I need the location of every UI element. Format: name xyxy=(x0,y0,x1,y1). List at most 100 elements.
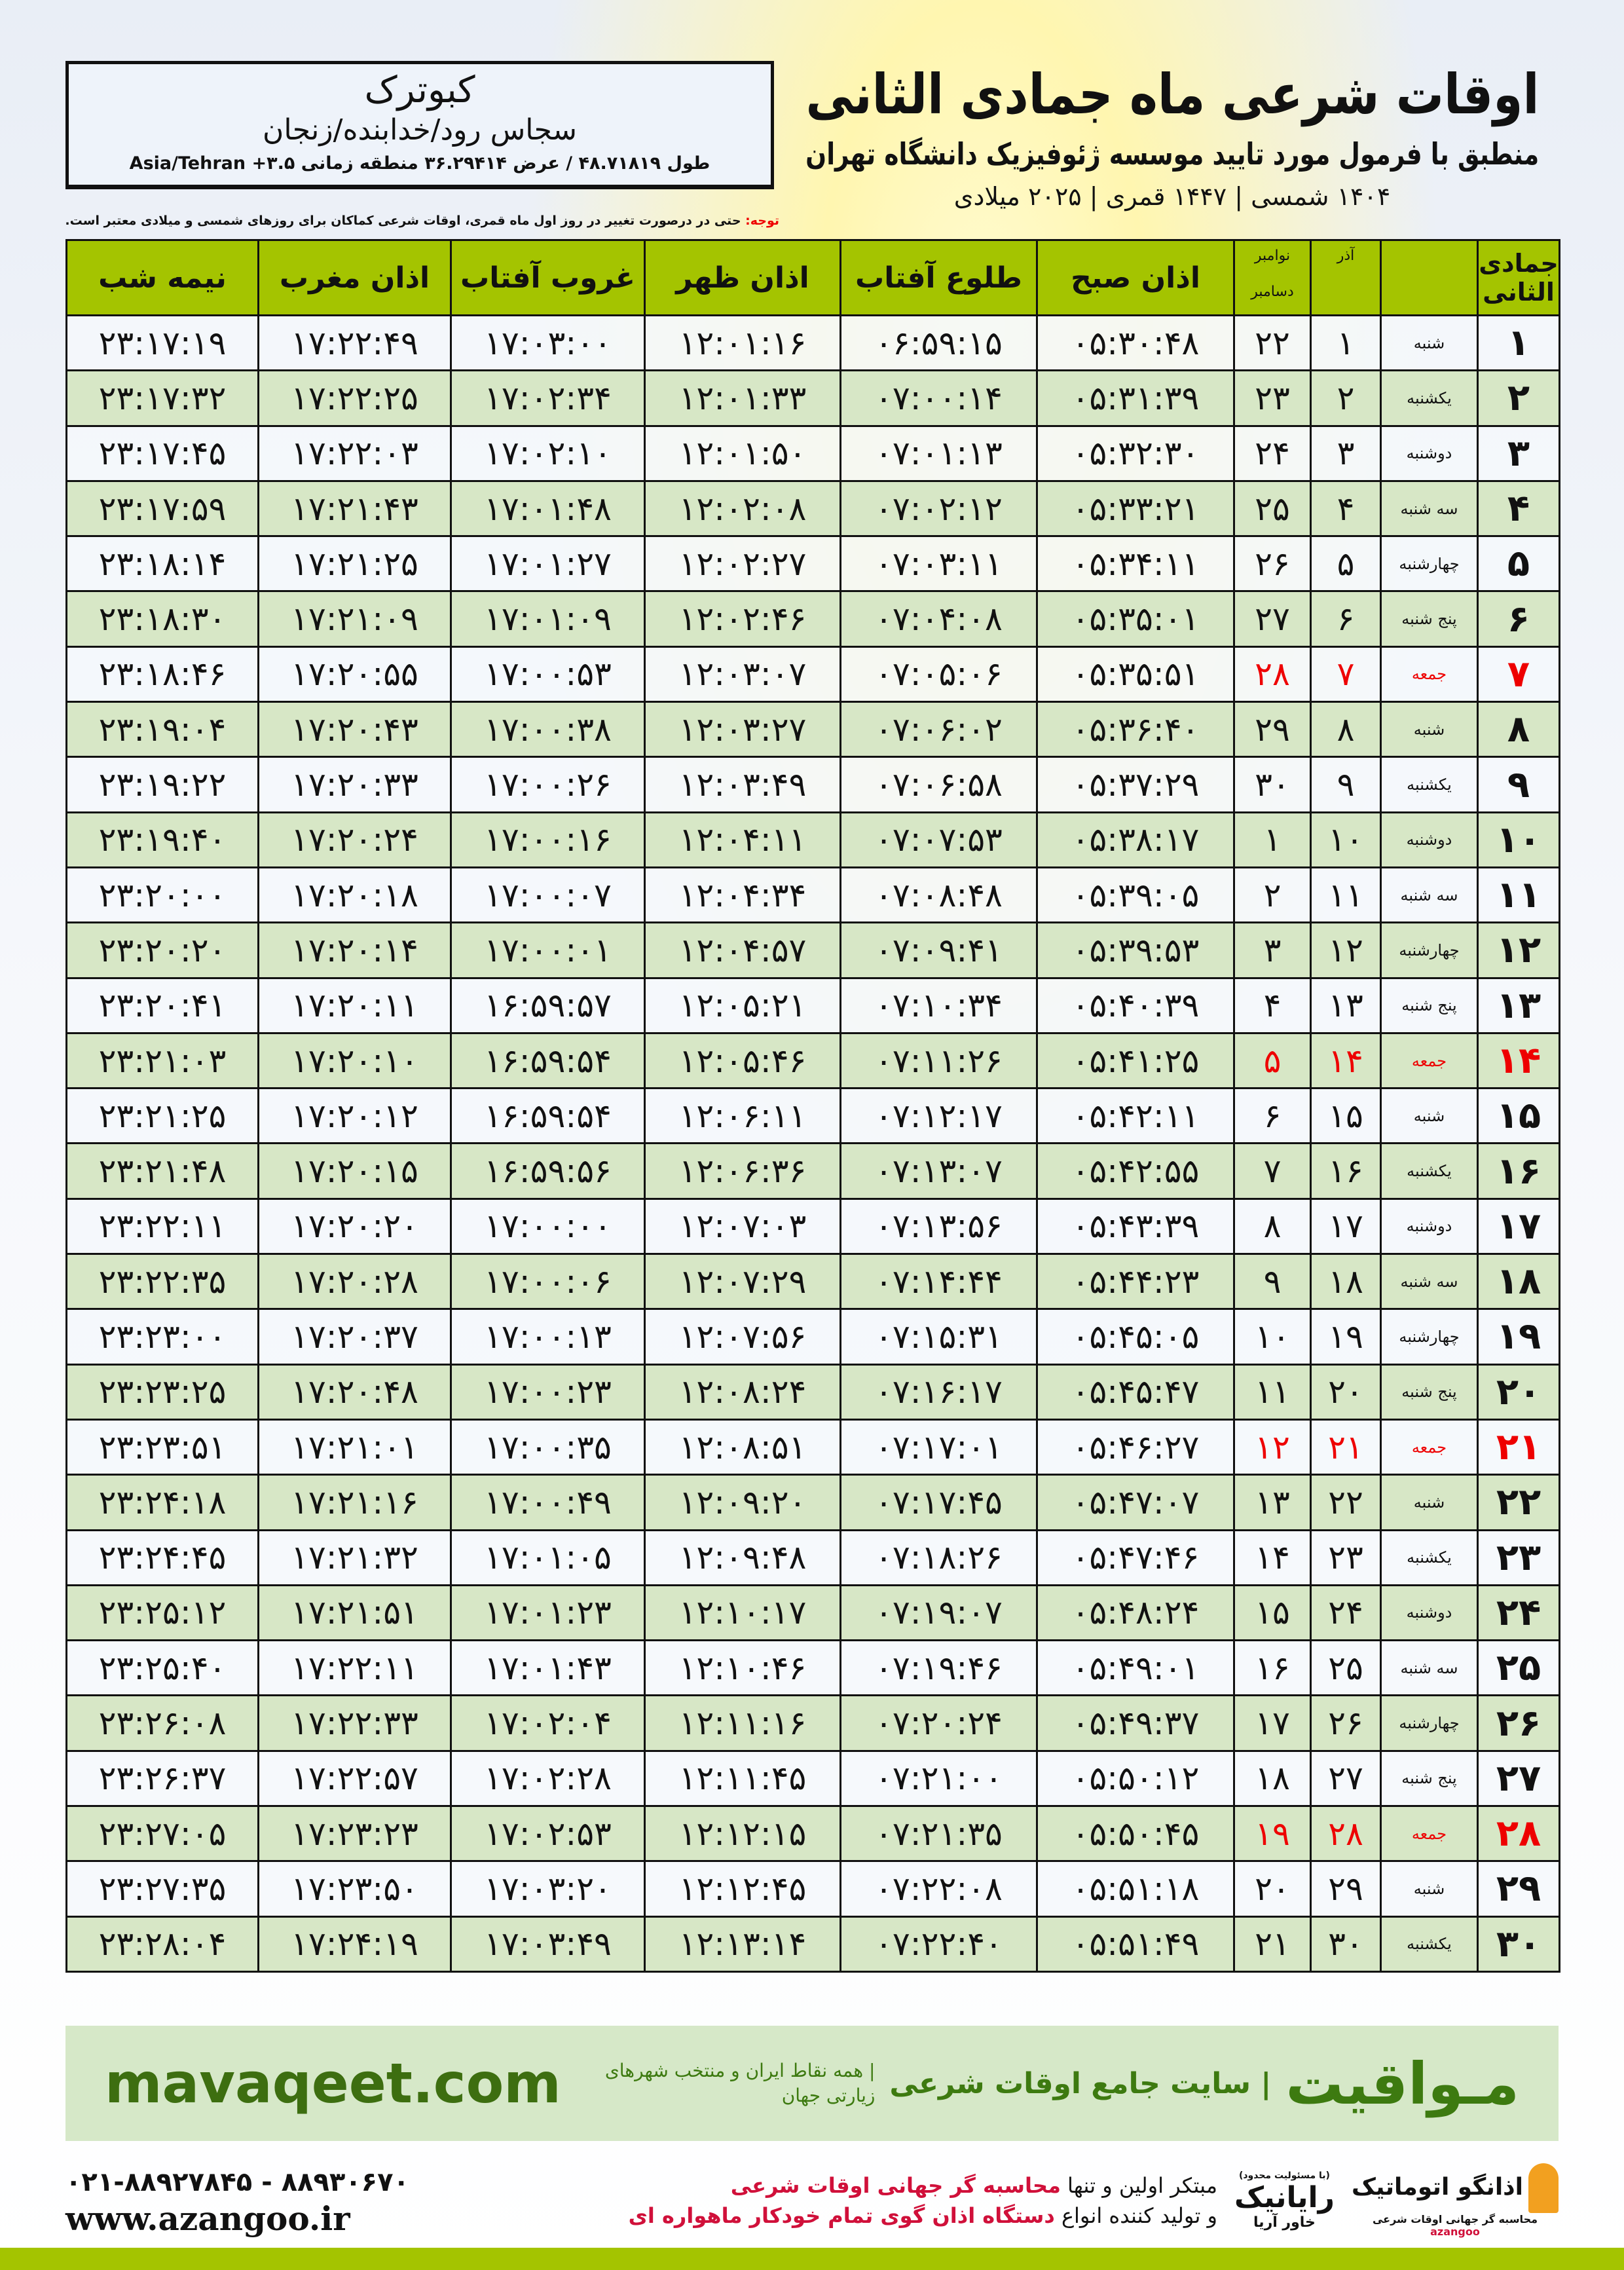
table-row: ۱۵ شنبه ۱۵ ۶ ۰۵:۴۲:۱۱ ۰۷:۱۲:۱۷ ۱۲:۰۶:۱۱ ۱۶:۵۹:۵… xyxy=(65,1087,1560,1145)
maghrib-time: ۱۷:۲۳:۲۳ xyxy=(257,1805,452,1863)
sunrise-time: ۰۷:۰۵:۰۶ xyxy=(840,645,1038,703)
fajr-time: ۰۵:۳۹:۰۵ xyxy=(1036,866,1235,924)
azar-day: ۳ xyxy=(1310,424,1382,482)
table-row: ۴ سه شنبه ۴ ۲۵ ۰۵:۳۳:۲۱ ۰۷:۰۲:۱۲ ۱۲:۰۲:۰۸ ۱۷:۰۱… xyxy=(65,479,1560,538)
dhuhr-time: ۱۲:۱۱:۴۵ xyxy=(644,1749,841,1808)
dhuhr-time: ۱۲:۰۹:۴۸ xyxy=(644,1529,841,1586)
table-row: ۲۳ یکشنبه ۲۳ ۱۴ ۰۵:۴۷:۴۶ ۰۷:۱۸:۲۶ ۱۲:۰۹:۴۸ ۱۷:۰… xyxy=(65,1529,1560,1586)
sunset-time: ۱۷:۰۰:۳۸ xyxy=(450,701,646,758)
dhuhr-time: ۱۲:۱۰:۱۷ xyxy=(644,1584,841,1642)
azar-day: ۱۷ xyxy=(1310,1197,1382,1256)
midnight-time: ۲۳:۲۳:۵۱ xyxy=(65,1418,259,1476)
hijri-day: ۱۴ xyxy=(1477,1032,1560,1090)
footer-slogan: مبتکر اولین و تنها محاسبه گر جهانی اوقات… xyxy=(426,2170,1217,2231)
sunrise-time: ۰۷:۱۳:۵۶ xyxy=(840,1197,1038,1256)
weekday: شنبه xyxy=(1380,1474,1479,1531)
sunset-time: ۱۶:۵۹:۵۴ xyxy=(450,1087,646,1145)
dhuhr-time: ۱۲:۰۱:۱۶ xyxy=(644,314,841,372)
weekday: جمعه xyxy=(1380,645,1479,703)
header-november: نوامبر xyxy=(1254,248,1291,264)
dhuhr-time: ۱۲:۰۸:۲۴ xyxy=(644,1363,841,1421)
weekday: پنج شنبه xyxy=(1380,1363,1479,1421)
maghrib-time: ۱۷:۲۲:۴۹ xyxy=(257,314,452,372)
hijri-day: ۲۷ xyxy=(1477,1749,1560,1808)
year-line-box: ۱۴۰۴ شمسی | ۱۴۴۷ قمری | ۲۰۲۵ میلادی xyxy=(805,182,1539,211)
sunrise-time: ۰۷:۱۱:۲۶ xyxy=(840,1032,1038,1090)
maghrib-time: ۱۷:۲۰:۱۵ xyxy=(257,1142,452,1200)
dhuhr-time: ۱۲:۱۲:۱۵ xyxy=(644,1805,841,1863)
midnight-time: ۲۳:۲۴:۴۵ xyxy=(65,1529,259,1586)
table-row: ۱۶ یکشنبه ۱۶ ۷ ۰۵:۴۲:۵۵ ۰۷:۱۳:۰۷ ۱۲:۰۶:۳۶ ۱۶:۵۹… xyxy=(65,1142,1560,1200)
greg-day: ۲۲ xyxy=(1233,314,1312,372)
weekday: یکشنبه xyxy=(1380,756,1479,813)
sunset-time: ۱۷:۰۱:۰۹ xyxy=(450,590,646,648)
sunrise-time: ۰۷:۲۲:۰۸ xyxy=(840,1860,1038,1918)
sunrise-time: ۰۷:۱۷:۴۵ xyxy=(840,1474,1038,1531)
hijri-day: ۶ xyxy=(1477,590,1560,648)
hijri-day: ۱۶ xyxy=(1477,1142,1560,1200)
azar-day: ۱۴ xyxy=(1310,1032,1382,1090)
fajr-time: ۰۵:۴۵:۴۷ xyxy=(1036,1363,1235,1421)
midnight-time: ۲۳:۱۷:۵۹ xyxy=(65,479,259,538)
maghrib-time: ۱۷:۲۱:۰۹ xyxy=(257,590,452,648)
azangoo-sub: محاسبه گر جهانی اوقات شرعی xyxy=(1372,2213,1538,2225)
table-row: ۶ پنج شنبه ۶ ۲۷ ۰۵:۳۵:۰۱ ۰۷:۰۴:۰۸ ۱۲:۰۲:۴۶ ۱۷:۰… xyxy=(65,590,1560,648)
header-weekday xyxy=(1380,239,1479,316)
midnight-time: ۲۳:۲۲:۱۱ xyxy=(65,1197,259,1256)
maghrib-time: ۱۷:۲۰:۳۷ xyxy=(257,1308,452,1366)
weekday: شنبه xyxy=(1380,1087,1479,1145)
weekday: یکشنبه xyxy=(1380,1915,1479,1973)
mavaqeet-banner: مـواقیت | سایت جامع اوقات شرعی | همه نقا… xyxy=(65,2026,1559,2141)
sunrise-time: ۰۷:۱۳:۰۷ xyxy=(840,1142,1038,1200)
hijri-day: ۲۶ xyxy=(1477,1694,1560,1752)
greg-day: ۹ xyxy=(1233,1253,1312,1311)
greg-day: ۱۱ xyxy=(1233,1363,1312,1421)
dhuhr-time: ۱۲:۰۳:۲۷ xyxy=(644,701,841,758)
midnight-time: ۲۳:۱۹:۲۲ xyxy=(65,756,259,813)
sunrise-time: ۰۷:۲۲:۴۰ xyxy=(840,1915,1038,1973)
dhuhr-time: ۱۲:۱۱:۱۶ xyxy=(644,1694,841,1752)
azar-day: ۲۶ xyxy=(1310,1694,1382,1752)
weekday: یکشنبه xyxy=(1380,1142,1479,1200)
brand-tagline: | سایت جامع اوقات شرعی xyxy=(889,2066,1272,2100)
website-link[interactable]: www.azangoo.ir xyxy=(65,2199,350,2238)
sunrise-time: ۰۷:۱۲:۱۷ xyxy=(840,1087,1038,1145)
greg-day: ۱۳ xyxy=(1233,1474,1312,1531)
maghrib-time: ۱۷:۲۰:۳۳ xyxy=(257,756,452,813)
dhuhr-time: ۱۲:۰۴:۵۷ xyxy=(644,921,841,979)
sunrise-time: ۰۷:۰۶:۵۸ xyxy=(840,756,1038,813)
rayanik-logo: (با مسئولیت محدود) رایانیک خاور آریا xyxy=(1234,2170,1335,2231)
table-row: ۲ یکشنبه ۲ ۲۳ ۰۵:۳۱:۳۹ ۰۷:۰۰:۱۴ ۱۲:۰۱:۳۳ ۱۷:۰۲:… xyxy=(65,369,1560,427)
header-sunset: غروب آفتاب xyxy=(450,239,646,316)
sunrise-time: ۰۷:۰۹:۴۱ xyxy=(840,921,1038,979)
midnight-time: ۲۳:۱۷:۱۹ xyxy=(65,314,259,372)
sunset-time: ۱۷:۰۱:۴۸ xyxy=(450,479,646,538)
midnight-time: ۲۳:۱۹:۰۴ xyxy=(65,701,259,758)
maghrib-time: ۱۷:۲۱:۵۱ xyxy=(257,1584,452,1642)
dhuhr-time: ۱۲:۰۶:۱۱ xyxy=(644,1087,841,1145)
table-row: ۸ شنبه ۸ ۲۹ ۰۵:۳۶:۴۰ ۰۷:۰۶:۰۲ ۱۲:۰۳:۲۷ ۱۷:۰۰:۳۸… xyxy=(65,701,1560,758)
fajr-time: ۰۵:۳۸:۱۷ xyxy=(1036,811,1235,868)
dhuhr-time: ۱۲:۰۶:۳۶ xyxy=(644,1142,841,1200)
greg-day: ۵ xyxy=(1233,1032,1312,1090)
maghrib-time: ۱۷:۲۰:۱۱ xyxy=(257,977,452,1034)
table-row: ۹ یکشنبه ۹ ۳۰ ۰۵:۳۷:۲۹ ۰۷:۰۶:۵۸ ۱۲:۰۳:۴۹ ۱۷:۰۰:… xyxy=(65,756,1560,813)
azar-day: ۱۰ xyxy=(1310,811,1382,868)
year-line: ۱۴۰۴ شمسی | ۱۴۴۷ قمری | ۲۰۲۵ میلادی xyxy=(953,182,1391,211)
fajr-time: ۰۵:۳۲:۳۰ xyxy=(1036,424,1235,482)
dhuhr-time: ۱۲:۰۱:۳۳ xyxy=(644,369,841,427)
azar-day: ۳۰ xyxy=(1310,1915,1382,1973)
greg-day: ۱۹ xyxy=(1233,1805,1312,1863)
dhuhr-time: ۱۲:۰۷:۲۹ xyxy=(644,1253,841,1311)
maghrib-time: ۱۷:۲۰:۲۴ xyxy=(257,811,452,868)
hijri-day: ۱۷ xyxy=(1477,1197,1560,1256)
dhuhr-time: ۱۲:۰۳:۴۹ xyxy=(644,756,841,813)
hijri-day: ۱۳ xyxy=(1477,977,1560,1034)
site-link[interactable]: mavaqeet.com xyxy=(105,2051,561,2115)
rayanik-name: رایانیک xyxy=(1234,2181,1335,2214)
sunset-time: ۱۷:۰۱:۰۵ xyxy=(450,1529,646,1586)
weekday: جمعه xyxy=(1380,1418,1479,1476)
fajr-time: ۰۵:۵۰:۴۵ xyxy=(1036,1805,1235,1863)
sunrise-time: ۰۷:۰۲:۱۲ xyxy=(840,479,1038,538)
page-title: اوقات شرعی ماه جمادی الثانی xyxy=(805,62,1539,126)
